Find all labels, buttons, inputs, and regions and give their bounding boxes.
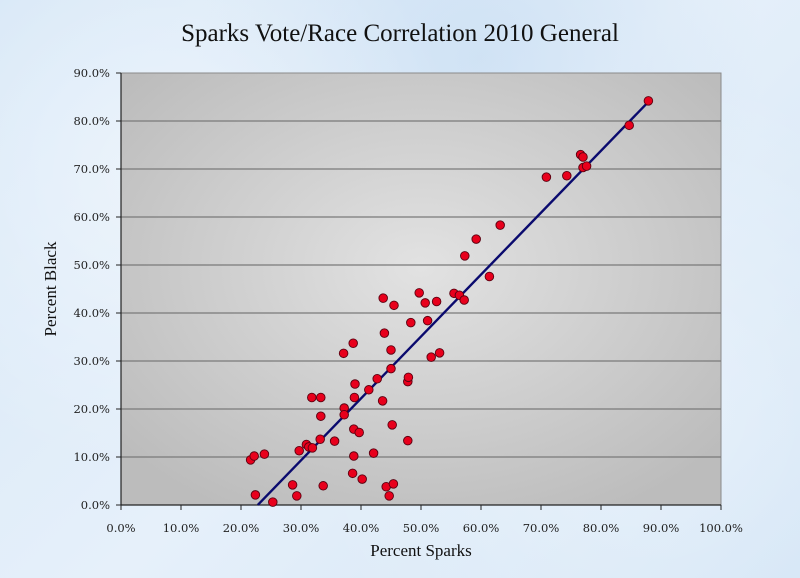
data-point (495, 220, 505, 230)
data-points (245, 96, 654, 507)
data-point (268, 497, 278, 507)
data-point (349, 451, 359, 461)
data-point (259, 449, 270, 459)
data-point (414, 288, 424, 298)
axes (116, 72, 722, 510)
x-tick-label: 20.0% (223, 521, 260, 535)
data-point (348, 338, 358, 348)
y-tick-labels: 0.0% 10.0% 20.0% 30.0% 40.0% 50.0% 60.0% 70.0% 8… (73, 66, 110, 512)
data-point (388, 479, 399, 489)
data-point (249, 451, 259, 461)
data-point (364, 385, 374, 395)
data-point (578, 152, 588, 162)
y-tick-label: 90.0% (73, 66, 110, 80)
data-point (403, 372, 414, 383)
data-point (420, 298, 430, 308)
chart-title: Sparks Vote/Race Correlation 2010 Genera… (181, 20, 619, 47)
data-point (338, 348, 349, 359)
data-point (541, 172, 552, 182)
x-axis-title: Percent Sparks (370, 541, 472, 560)
data-point (354, 427, 364, 438)
x-tick-label: 10.0% (163, 521, 200, 535)
data-point (484, 271, 495, 282)
data-point (292, 491, 302, 501)
data-point (349, 392, 360, 403)
y-tick-label: 30.0% (73, 354, 110, 368)
data-point (386, 345, 396, 355)
data-point (377, 396, 388, 406)
y-tick-label: 0.0% (81, 498, 110, 512)
data-point (624, 120, 634, 131)
data-point (389, 300, 399, 311)
x-tick-label: 50.0% (403, 521, 440, 535)
data-point (307, 392, 317, 403)
data-point (287, 480, 298, 490)
x-tick-label: 60.0% (463, 521, 500, 535)
y-tick-label: 50.0% (73, 258, 110, 272)
y-tick-label: 20.0% (73, 402, 110, 416)
data-point (387, 420, 397, 430)
data-point (318, 481, 328, 491)
data-point (643, 96, 654, 106)
data-point (294, 446, 304, 456)
data-point (386, 363, 396, 374)
data-point (315, 434, 325, 444)
data-point (379, 328, 390, 338)
data-point (372, 374, 382, 384)
data-point (378, 293, 388, 303)
data-point (329, 436, 340, 446)
data-point (459, 295, 469, 305)
data-point (347, 468, 358, 479)
x-tick-label: 100.0% (699, 521, 743, 535)
x-tick-label: 0.0% (106, 521, 135, 535)
data-point (460, 251, 470, 261)
data-point (422, 315, 433, 326)
data-point (339, 410, 349, 420)
y-tick-label: 40.0% (73, 306, 110, 320)
data-point (434, 348, 445, 358)
data-point (350, 379, 360, 389)
data-point (406, 317, 416, 328)
data-point (431, 296, 442, 307)
x-tick-label: 70.0% (523, 521, 560, 535)
x-tick-labels: 0.0% 10.0% 20.0% 30.0% 40.0% 50.0% 60.0% 70.0% 8… (106, 521, 743, 535)
x-tick-label: 90.0% (643, 521, 680, 535)
y-tick-label: 80.0% (73, 114, 110, 128)
data-point (384, 491, 394, 501)
data-point (316, 392, 326, 403)
y-tick-label: 60.0% (73, 210, 110, 224)
gridlines (121, 120, 721, 458)
x-tick-label: 30.0% (283, 521, 320, 535)
data-point (316, 411, 326, 421)
x-tick-label: 80.0% (583, 521, 620, 535)
y-tick-label: 10.0% (73, 450, 110, 464)
data-point (426, 352, 436, 362)
data-point (581, 161, 592, 171)
x-tick-label: 40.0% (343, 521, 380, 535)
data-point (471, 234, 481, 244)
data-point (403, 435, 413, 446)
y-tick-label: 70.0% (73, 162, 110, 176)
data-point (562, 170, 572, 181)
data-point (368, 448, 379, 458)
data-point (250, 490, 261, 500)
y-axis-title: Percent Black (41, 241, 60, 336)
data-point (357, 474, 367, 484)
data-point (307, 443, 318, 453)
